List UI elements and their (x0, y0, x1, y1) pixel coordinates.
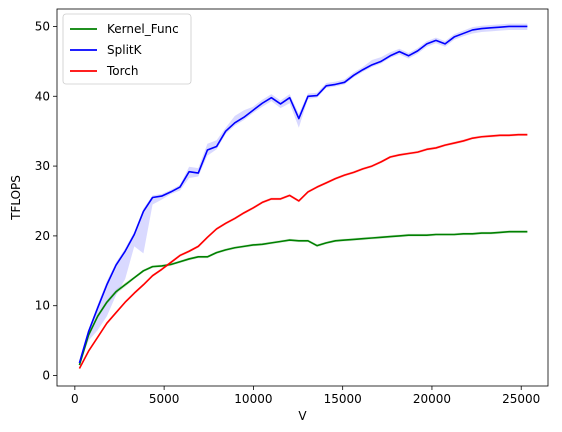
band-kernel-func (79, 230, 528, 366)
x-tick-label: 20000 (413, 392, 451, 406)
y-axis-ticks: 0 10 20 30 40 50 (35, 19, 57, 383)
y-tick-label: 0 (42, 369, 50, 383)
plot-frame (56, 8, 549, 387)
x-axis-label: V (298, 409, 307, 423)
x-tick-label: 25000 (502, 392, 540, 406)
legend-box (62, 13, 192, 85)
series-lines (78, 25, 528, 369)
x-axis-ticks: 0 5000 10000 15000 20000 25000 (71, 386, 540, 406)
y-tick-label: 40 (35, 89, 50, 103)
x-tick-label: 0 (71, 392, 79, 406)
x-tick-label: 5000 (149, 392, 180, 406)
line-splitk (78, 25, 528, 364)
legend: Kernel_Func SplitK Torch (62, 13, 192, 85)
band-splitk (79, 23, 528, 366)
legend-label-splitk: SplitK (107, 43, 143, 57)
confidence-bands (79, 23, 528, 370)
legend-label-kernel-func: Kernel_Func (107, 22, 179, 36)
y-tick-label: 30 (35, 159, 50, 173)
y-axis-label: TFLOPS (9, 175, 23, 221)
x-tick-label: 10000 (234, 392, 272, 406)
y-tick-label: 10 (35, 299, 50, 313)
line-kernel-func (78, 230, 528, 366)
y-tick-label: 50 (35, 19, 50, 33)
x-tick-label: 15000 (324, 392, 362, 406)
y-tick-label: 20 (35, 229, 50, 243)
line-torch (78, 133, 528, 369)
legend-label-torch: Torch (106, 64, 139, 78)
band-torch (79, 133, 528, 370)
